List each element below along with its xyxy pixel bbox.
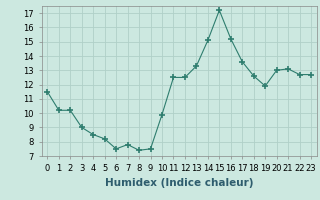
X-axis label: Humidex (Indice chaleur): Humidex (Indice chaleur) xyxy=(105,178,253,188)
